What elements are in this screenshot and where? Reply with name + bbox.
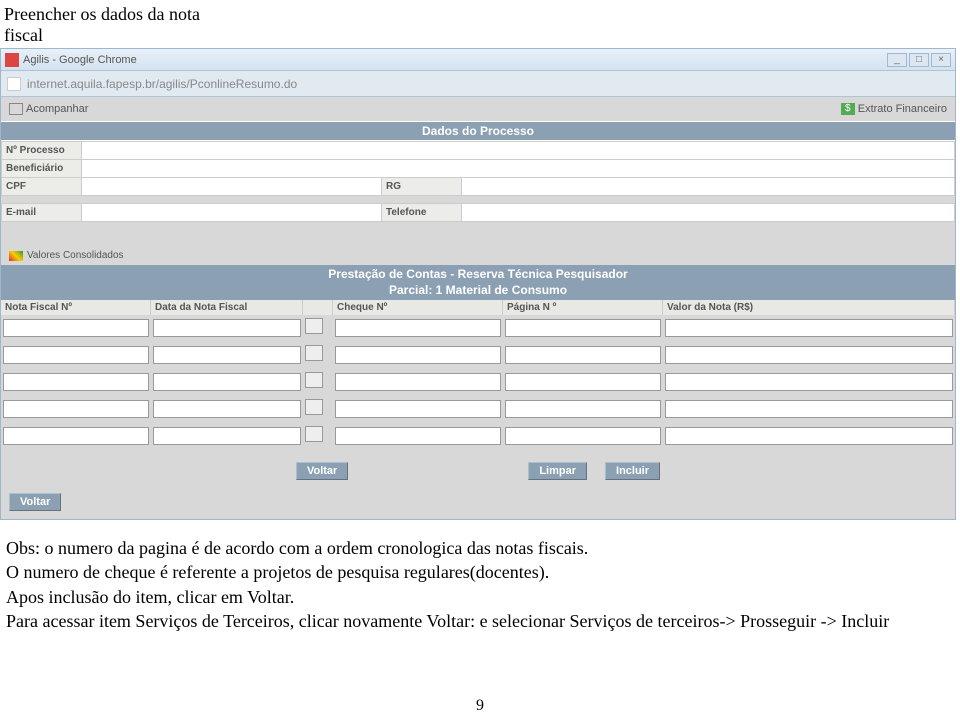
nf-input[interactable] xyxy=(3,427,149,445)
label-telefone: Telefone xyxy=(382,204,462,222)
nf-input[interactable] xyxy=(3,400,149,418)
cheque-input[interactable] xyxy=(335,400,501,418)
pagina-input[interactable] xyxy=(505,400,661,418)
window-controls: _ □ × xyxy=(887,53,951,67)
search-icon xyxy=(9,103,23,115)
acompanhar-link[interactable]: Acompanhar xyxy=(9,103,88,115)
table-row xyxy=(1,369,955,396)
pagina-input[interactable] xyxy=(505,427,661,445)
field-cpf xyxy=(82,178,382,196)
extrato-label: Extrato Financeiro xyxy=(858,103,947,115)
maximize-button[interactable]: □ xyxy=(909,53,929,67)
instruction-line-1: Preencher os dados da nota xyxy=(4,4,200,24)
data-input[interactable] xyxy=(153,346,301,364)
voltar-button[interactable]: Voltar xyxy=(296,462,348,480)
cheque-input[interactable] xyxy=(335,319,501,337)
label-beneficiario: Beneficiário xyxy=(2,160,82,178)
valores-consolidados-link[interactable]: Valores Consolidados xyxy=(1,246,955,265)
pagina-input[interactable] xyxy=(505,319,661,337)
prestacao-line1: Prestação de Contas - Reserva Técnica Pe… xyxy=(1,267,955,283)
chrome-addressbar: internet.aquila.fapesp.br/agilis/Pconlin… xyxy=(1,71,955,97)
voltar-alone-row: Voltar xyxy=(1,488,955,519)
cheque-input[interactable] xyxy=(335,427,501,445)
pagina-input[interactable] xyxy=(505,346,661,364)
calendar-icon[interactable] xyxy=(305,318,323,334)
incluir-button[interactable]: Incluir xyxy=(605,462,660,480)
app-body: Acompanhar $ Extrato Financeiro Dados do… xyxy=(1,97,955,519)
limpar-button[interactable]: Limpar xyxy=(528,462,587,480)
column-headers: Nota Fiscal Nº Data da Nota Fiscal Chequ… xyxy=(1,300,955,315)
dados-processo-header: Dados do Processo xyxy=(1,121,955,141)
table-row xyxy=(1,396,955,423)
window-title: Agilis - Google Chrome xyxy=(23,54,137,66)
voltar-bottom-button[interactable]: Voltar xyxy=(9,493,61,511)
chart-icon xyxy=(9,251,23,261)
page-icon xyxy=(7,77,21,91)
nf-input[interactable] xyxy=(3,373,149,391)
page-number: 9 xyxy=(0,697,960,715)
data-input[interactable] xyxy=(153,400,301,418)
page-instruction: Preencher os dados da nota fiscal xyxy=(4,4,960,46)
label-rg: RG xyxy=(382,178,462,196)
extrato-financeiro-link[interactable]: $ Extrato Financeiro xyxy=(841,103,947,115)
dados-processo-form: Nº Processo Beneficiário CPF RG E-mail xyxy=(1,141,955,222)
button-row: Voltar Limpar Incluir xyxy=(1,450,955,488)
label-cpf: CPF xyxy=(2,178,82,196)
col-pagina: Página N º xyxy=(503,300,663,315)
observations: Obs: o numero da pagina é de acordo com … xyxy=(0,520,960,649)
valor-input[interactable] xyxy=(665,373,953,391)
rows-container xyxy=(1,315,955,450)
acompanhar-label: Acompanhar xyxy=(26,103,88,115)
obs-line-1: Obs: o numero da pagina é de acordo com … xyxy=(6,536,954,560)
valor-input[interactable] xyxy=(665,427,953,445)
prestacao-line2: Parcial: 1 Material de Consumo xyxy=(1,283,955,299)
url-text: internet.aquila.fapesp.br/agilis/Pconlin… xyxy=(27,77,297,91)
obs-line-3: Apos inclusão do item, clicar em Voltar. xyxy=(6,585,954,609)
data-input[interactable] xyxy=(153,373,301,391)
topbar: Acompanhar $ Extrato Financeiro xyxy=(1,97,955,121)
table-row xyxy=(1,315,955,342)
cheque-input[interactable] xyxy=(335,373,501,391)
label-email: E-mail xyxy=(2,204,82,222)
field-beneficiario xyxy=(82,160,955,178)
nf-input[interactable] xyxy=(3,319,149,337)
instruction-line-2: fiscal xyxy=(4,25,43,45)
field-processo xyxy=(82,142,955,160)
label-processo: Nº Processo xyxy=(2,142,82,160)
calendar-icon[interactable] xyxy=(305,399,323,415)
close-button[interactable]: × xyxy=(931,53,951,67)
valor-input[interactable] xyxy=(665,400,953,418)
table-row xyxy=(1,342,955,369)
data-input[interactable] xyxy=(153,427,301,445)
obs-line-4: Para acessar item Serviços de Terceiros,… xyxy=(6,609,954,633)
data-input[interactable] xyxy=(153,319,301,337)
col-nf: Nota Fiscal Nº xyxy=(1,300,151,315)
valor-input[interactable] xyxy=(665,346,953,364)
pagina-input[interactable] xyxy=(505,373,661,391)
col-data: Data da Nota Fiscal xyxy=(151,300,303,315)
field-email xyxy=(82,204,382,222)
chrome-titlebar: Agilis - Google Chrome _ □ × xyxy=(1,49,955,71)
obs-line-2: O numero de cheque é referente a projeto… xyxy=(6,560,954,584)
field-telefone xyxy=(462,204,955,222)
calendar-icon[interactable] xyxy=(305,345,323,361)
field-rg xyxy=(462,178,955,196)
cheque-input[interactable] xyxy=(335,346,501,364)
vc-label: Valores Consolidados xyxy=(27,250,124,261)
col-cheque: Cheque Nº xyxy=(333,300,503,315)
valor-input[interactable] xyxy=(665,319,953,337)
minimize-button[interactable]: _ xyxy=(887,53,907,67)
dollar-icon: $ xyxy=(841,103,855,115)
col-valor: Valor da Nota (R$) xyxy=(663,300,955,315)
calendar-icon[interactable] xyxy=(305,372,323,388)
calendar-icon[interactable] xyxy=(305,426,323,442)
table-row xyxy=(1,423,955,450)
app-icon xyxy=(5,53,19,67)
chrome-window: Agilis - Google Chrome _ □ × internet.aq… xyxy=(0,48,956,520)
prestacao-header: Prestação de Contas - Reserva Técnica Pe… xyxy=(1,265,955,300)
nf-input[interactable] xyxy=(3,346,149,364)
